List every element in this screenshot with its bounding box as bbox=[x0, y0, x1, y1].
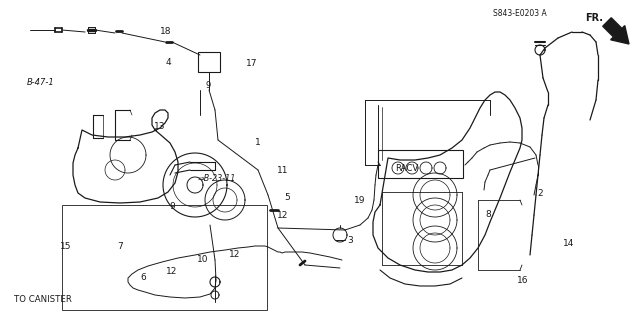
Text: 1: 1 bbox=[255, 138, 260, 147]
Text: RACV: RACV bbox=[396, 164, 419, 173]
Text: 9: 9 bbox=[206, 80, 211, 90]
Text: B-47-1: B-47-1 bbox=[27, 78, 54, 87]
Text: 4: 4 bbox=[165, 58, 171, 67]
Text: 11: 11 bbox=[276, 166, 288, 175]
Text: FR.: FR. bbox=[585, 13, 603, 23]
Bar bbox=[62, 205, 267, 310]
Text: 9: 9 bbox=[170, 202, 175, 211]
Text: TO CANISTER: TO CANISTER bbox=[14, 295, 72, 304]
Text: 10: 10 bbox=[197, 256, 209, 264]
Text: 12: 12 bbox=[166, 267, 178, 276]
Text: 18: 18 bbox=[160, 27, 172, 36]
Bar bbox=[378, 150, 463, 178]
Text: 19: 19 bbox=[354, 196, 365, 205]
Text: 3: 3 bbox=[348, 236, 353, 245]
Text: 14: 14 bbox=[563, 239, 575, 248]
Text: 5: 5 bbox=[284, 193, 290, 202]
Bar bbox=[198, 52, 220, 72]
Text: 15: 15 bbox=[60, 242, 71, 251]
Text: ⇒B-23-11: ⇒B-23-11 bbox=[197, 174, 236, 183]
Text: 13: 13 bbox=[154, 122, 165, 130]
Text: 12: 12 bbox=[229, 250, 241, 259]
Text: 17: 17 bbox=[246, 59, 258, 68]
Text: 12: 12 bbox=[276, 211, 288, 220]
Text: 6: 6 bbox=[141, 273, 147, 282]
Text: 7: 7 bbox=[117, 242, 123, 251]
FancyArrow shape bbox=[603, 18, 629, 44]
Text: 16: 16 bbox=[517, 276, 529, 285]
Text: 8: 8 bbox=[485, 210, 491, 219]
Text: 2: 2 bbox=[538, 189, 543, 198]
Text: S843-E0203 A: S843-E0203 A bbox=[493, 9, 547, 18]
